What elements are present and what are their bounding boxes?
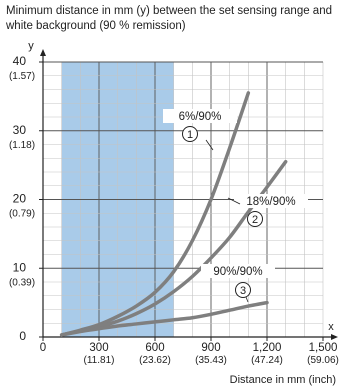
series-marker-number: 3 [240, 285, 246, 297]
y-tick-label: 20 [13, 192, 27, 206]
series-label-background [201, 264, 275, 278]
series-label-1: 6%/90% [179, 111, 222, 123]
series-label-2: 18%/90% [246, 196, 295, 208]
x-tick-label: 300 [89, 342, 108, 354]
y-axis-label: y [28, 40, 34, 52]
series-leader-line [205, 139, 214, 151]
series-line-2 [59, 159, 288, 337]
x-tick-label: 1,200 [253, 342, 282, 354]
series-label-3: 90%/90% [213, 266, 262, 278]
series-label-background [234, 194, 308, 208]
x-axis-label: x [328, 321, 334, 333]
x-tick-label: 600 [145, 342, 164, 354]
chart-title: Minimum distance in mm (y) between the s… [6, 5, 332, 32]
series-leader-line [227, 197, 241, 205]
series-layer [59, 91, 288, 337]
series-marker-number: 2 [252, 214, 258, 226]
y-tick-sublabel: (0.39) [9, 277, 35, 288]
series-marker-circle [247, 211, 263, 227]
series-marker-number: 1 [187, 129, 193, 141]
y-tick-label: 10 [13, 260, 27, 274]
grid-layer [43, 61, 324, 337]
series-label-layer: 6%/90% 1 18%/90% 2 90%/90% 3 [163, 109, 308, 303]
series-label-background [163, 109, 237, 123]
y-tick-label: 40 [13, 54, 27, 68]
y-axis-arrow [40, 49, 46, 56]
x-tick-sublabel: (35.43) [195, 355, 227, 366]
y-tick-label: 30 [13, 123, 27, 137]
x-tick-label: 0 [40, 342, 46, 354]
x-tick-sublabel: (23.62) [139, 355, 171, 366]
x-axis-arrow [331, 334, 338, 340]
x-tick-sublabel: (59.06) [307, 355, 339, 366]
axis-layer: 0 10 (0.39) 20 (0.79) 30 (1.18) 40 (1.57) 0 300(11… [9, 49, 339, 366]
series-marker-circle [235, 282, 251, 298]
x-tick-label: 900 [201, 342, 220, 354]
x-tick-sublabel: (11.81) [84, 355, 115, 366]
x-axis-title: Distance in mm (inch) [230, 374, 336, 386]
y-tick-sublabel: (0.79) [9, 209, 35, 220]
y-tick-label: 0 [19, 329, 26, 343]
x-tick-sublabel: (47.24) [251, 355, 283, 366]
y-tick-sublabel: (1.57) [9, 71, 35, 82]
series-line-3 [59, 300, 269, 337]
y-tick-sublabel: (1.18) [9, 140, 35, 151]
x-tick-label: 1,500 [309, 342, 338, 354]
series-leader-line [245, 296, 249, 303]
series-marker-circle [182, 126, 198, 142]
